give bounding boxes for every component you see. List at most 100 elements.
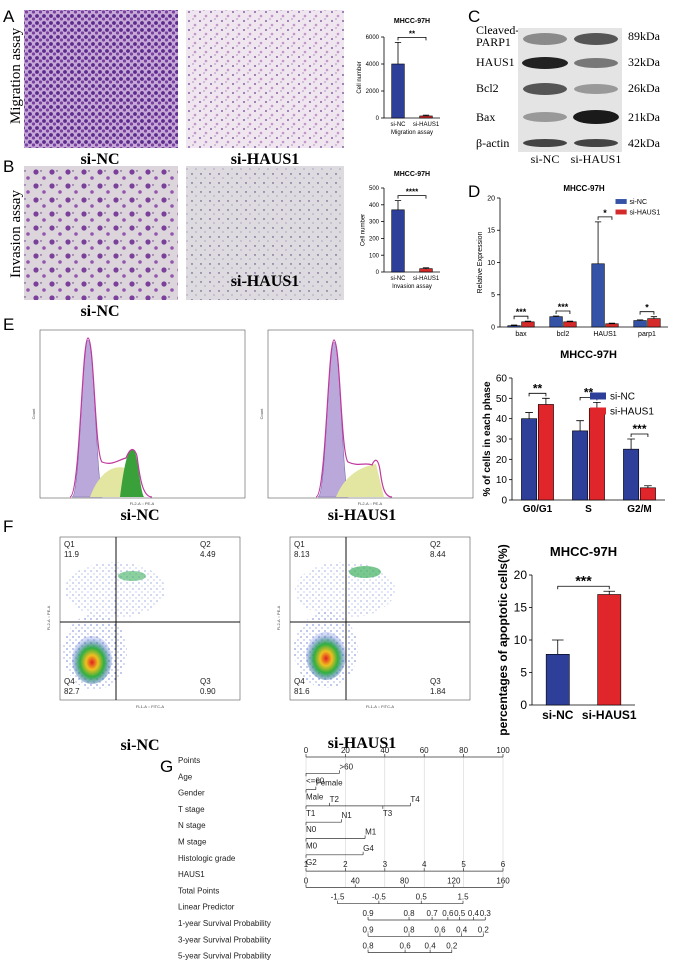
error-bar	[422, 267, 430, 269]
significance: **	[584, 385, 594, 399]
y-tick-label: 15	[487, 228, 495, 235]
scale-label: 5	[461, 860, 466, 869]
legend-swatch	[590, 407, 606, 415]
error-bar	[566, 320, 574, 322]
micrograph	[24, 10, 178, 148]
lane-label: si-HAUS1	[571, 152, 622, 166]
scale-label: 0.7	[427, 909, 439, 918]
axis-label: FL2-A :: PE-A	[358, 501, 383, 506]
x-tick-label: si-HAUS1	[582, 708, 637, 722]
y-axis-label: Relative Expression	[477, 231, 484, 293]
quadrant-value: 1.84	[430, 687, 446, 696]
band	[523, 83, 567, 95]
scale-label: 0.8	[403, 925, 415, 934]
chart-title: MHCC-97H	[560, 349, 617, 361]
band	[574, 33, 618, 45]
error-bar	[593, 402, 601, 409]
panel-label: E	[3, 315, 14, 334]
protein-label: PARP1	[476, 35, 511, 49]
error-bar	[524, 320, 532, 322]
band	[523, 112, 567, 122]
error-bar	[636, 319, 644, 321]
y-axis-label: Cell number	[357, 61, 363, 93]
scale-label: -0.5	[372, 893, 386, 902]
row-label: 5-year Survival Probability	[178, 952, 271, 961]
protein-label: Cleaved-	[476, 23, 519, 37]
scale-label: 120	[447, 876, 461, 885]
quadrant-value: 0.90	[200, 687, 216, 696]
quadrant-value: 11.9	[64, 550, 80, 559]
bar	[591, 263, 605, 328]
significance-bracket	[513, 315, 529, 320]
bar	[391, 63, 405, 119]
scale-label: 6	[501, 860, 506, 869]
band	[523, 139, 567, 147]
error-bar	[644, 485, 652, 488]
scale-label: >60	[339, 762, 353, 771]
scale-label: 2	[343, 860, 348, 869]
axis-label: FL1-A :: FITC-A	[366, 704, 394, 709]
panel-label: C	[468, 7, 480, 26]
band	[574, 139, 618, 147]
significance-bracket	[397, 195, 427, 199]
scale-label: 100	[496, 746, 510, 755]
x-tick-label: HAUS1	[593, 331, 616, 338]
y-tick-label: 6000	[366, 35, 380, 41]
size-label: 21kDa	[628, 110, 661, 124]
scale-label: 0.6	[442, 909, 454, 918]
scale-label: 0.2	[478, 925, 490, 934]
dot-plot: FL1-A :: FITC-A FL2-A :: PE-A	[276, 536, 471, 709]
scale-label: N0	[306, 825, 317, 834]
bar	[633, 320, 647, 328]
scale-label: Female	[316, 779, 343, 788]
size-label: 26kDa	[628, 81, 661, 95]
legend-swatch	[615, 199, 627, 204]
row-label: M stage	[178, 838, 207, 847]
caption: si-HAUS1	[328, 735, 396, 752]
scale-label: 40	[380, 746, 389, 755]
row-label: Points	[178, 756, 200, 765]
scale-label: 1.5	[457, 893, 469, 902]
error-bar	[552, 315, 560, 317]
bar	[419, 115, 433, 119]
quadrant-name: Q1	[294, 540, 305, 549]
error-bar	[542, 397, 550, 405]
y-tick-label: 500	[369, 186, 380, 192]
y-tick-label: 60	[496, 374, 508, 385]
y-tick-label: 5	[491, 292, 495, 299]
western-blot: Cleaved- PARP1 HAUS1 Bcl2 Bax β-actin 89…	[476, 23, 661, 166]
bar	[521, 418, 538, 501]
y-axis-label: percentages of apoptotic cells(%)	[496, 544, 510, 735]
quadrant-name: Q2	[200, 540, 211, 549]
scale-label: 40	[351, 876, 360, 885]
scale-label: <=60	[306, 776, 325, 785]
scale-label: 3	[383, 860, 388, 869]
y-tick-label: 50	[496, 394, 508, 405]
scale-label: T2	[330, 795, 340, 804]
protein-label: Bcl2	[476, 81, 499, 95]
x-tick-label: parp1	[638, 331, 656, 338]
error-bar	[576, 420, 584, 431]
scale-label: G2	[306, 858, 317, 867]
legend-label: si-HAUS1	[630, 209, 661, 216]
scale-label: 80	[400, 876, 409, 885]
scale-label: -1.5	[331, 893, 345, 902]
bar	[639, 487, 656, 501]
quadrant-value: 81.6	[294, 687, 310, 696]
x-tick-label: si-NC	[542, 708, 574, 722]
significance-bracket	[528, 392, 547, 397]
scale-label: 60	[420, 746, 429, 755]
row-label: HAUS1	[178, 870, 205, 879]
scale-label: 0.2	[446, 942, 458, 951]
y-tick-label: 10	[496, 475, 508, 486]
scale-label: 0.9	[362, 925, 374, 934]
error-bar	[525, 412, 533, 419]
scale-label: T1	[306, 809, 316, 818]
scale-label: 0	[304, 746, 309, 755]
scale-label: M0	[306, 842, 318, 851]
scale-label: 0.3	[480, 909, 492, 918]
y-tick-label: 15	[514, 601, 528, 615]
micrograph	[186, 166, 344, 300]
axis-label: FL2-A :: PE-A	[130, 501, 155, 506]
